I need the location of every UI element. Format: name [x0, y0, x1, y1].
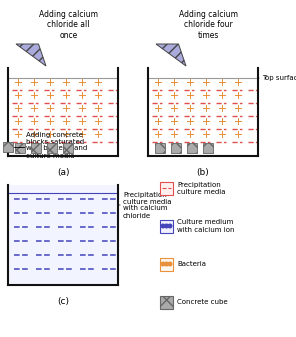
Bar: [15, 143, 25, 153]
Circle shape: [168, 262, 172, 266]
Text: Culture medium
with calcium ion: Culture medium with calcium ion: [177, 219, 234, 233]
Text: Adding calcium
chloride four
times: Adding calcium chloride four times: [179, 10, 238, 40]
Bar: [31, 143, 41, 153]
Bar: [8, 185, 118, 285]
Bar: [3, 142, 13, 152]
Bar: [160, 296, 173, 308]
Bar: [63, 143, 73, 153]
Bar: [171, 143, 181, 153]
Bar: [155, 143, 165, 153]
Bar: [47, 143, 57, 153]
Circle shape: [165, 224, 168, 228]
Circle shape: [161, 262, 165, 266]
Text: Precipitation
culture media: Precipitation culture media: [177, 182, 226, 194]
Text: (c): (c): [57, 297, 69, 306]
Bar: [8, 68, 118, 156]
Bar: [160, 257, 173, 271]
Text: Precipitation
culture media
with calcium
chloride: Precipitation culture media with calcium…: [118, 191, 171, 218]
Circle shape: [168, 224, 172, 228]
Text: Adding calcium
chloride all
once: Adding calcium chloride all once: [39, 10, 98, 40]
Text: (b): (b): [197, 168, 209, 177]
Text: Adding concrete
blocks saturated
with bacteria and
culture media: Adding concrete blocks saturated with ba…: [26, 131, 87, 158]
Bar: [160, 219, 173, 233]
Circle shape: [165, 262, 168, 266]
Text: (a): (a): [57, 168, 69, 177]
Text: Top surface: Top surface: [258, 75, 296, 81]
Bar: [148, 68, 258, 156]
Text: Concrete cube: Concrete cube: [177, 299, 228, 305]
Polygon shape: [156, 44, 186, 66]
Polygon shape: [16, 44, 46, 66]
Text: Bacteria: Bacteria: [177, 261, 206, 267]
Bar: [160, 182, 173, 194]
Circle shape: [161, 224, 165, 228]
Bar: [203, 143, 213, 153]
Bar: [187, 143, 197, 153]
